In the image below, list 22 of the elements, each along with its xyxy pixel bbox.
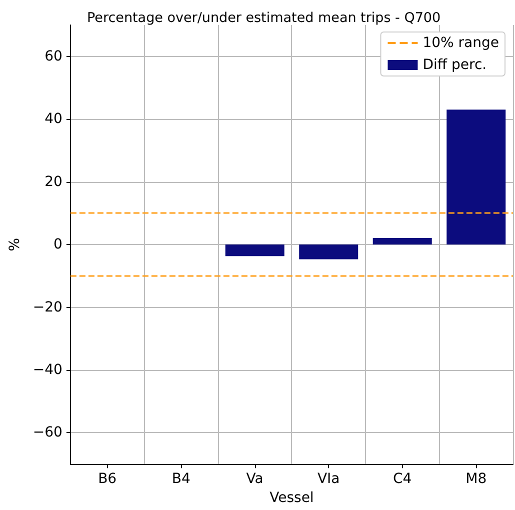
y-tick-label: 0 [54,236,62,253]
y-tick-label: −60 [32,424,62,441]
y-tick-label: −20 [32,299,62,316]
legend-label: 10% range [422,35,500,51]
bar [299,244,358,260]
y-tick-label: 20 [44,174,62,190]
legend-label: Diff perc. [422,57,487,73]
x-tick-label: B4 [172,471,190,488]
bar [446,110,506,245]
bar [372,238,432,245]
bar [225,244,284,256]
x-tick-label: Va [246,471,264,488]
x-tick-label: VIa [317,471,340,488]
y-tick-label: 40 [44,111,62,128]
x-tick-label: B6 [98,471,117,488]
chart-title: Percentage over/under estimated mean trips - Q700 [87,10,441,26]
y-axis-title: % [7,238,23,252]
y-tick-label: −40 [32,362,62,378]
x-tick-label: C4 [393,471,412,488]
x-tick-label: M8 [466,471,487,488]
x-axis-title: Vessel [270,490,314,506]
y-tick-label: 60 [44,48,62,64]
